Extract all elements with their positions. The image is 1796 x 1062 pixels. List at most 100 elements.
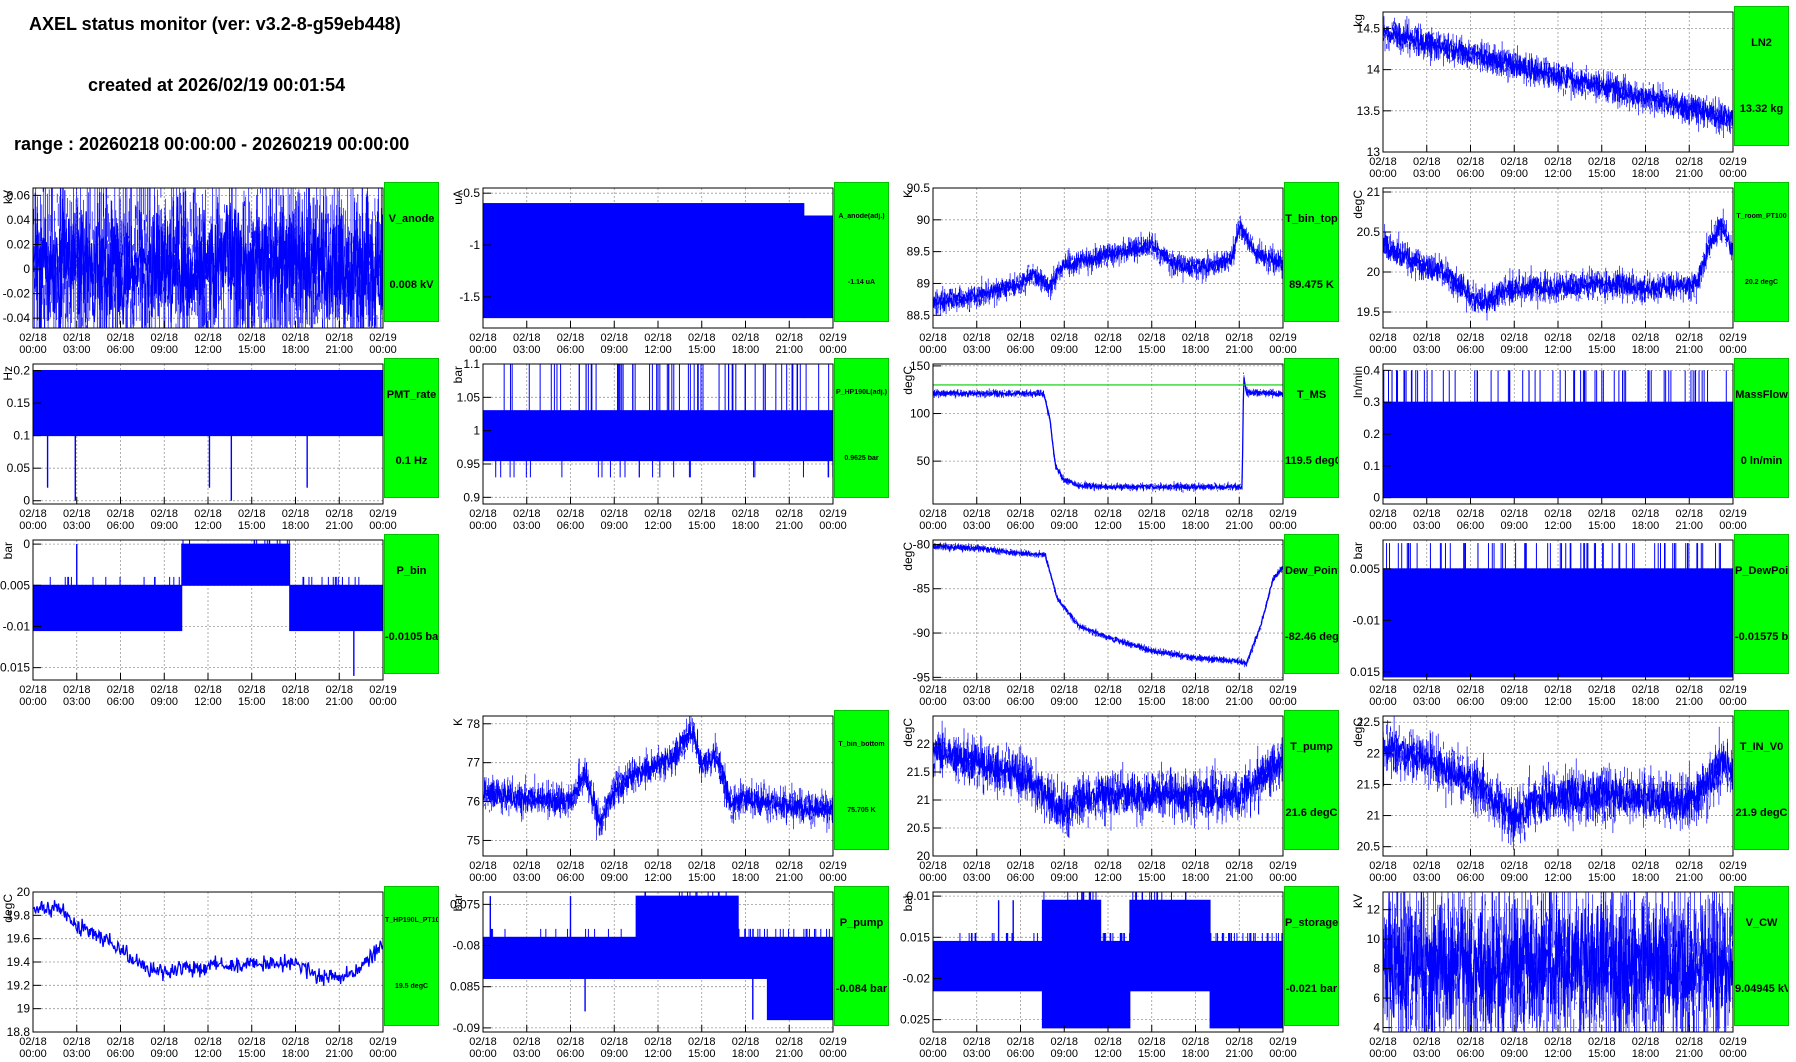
x-tick-date: 02/18: [1413, 684, 1441, 696]
y-tick-label: -1: [469, 238, 480, 252]
x-tick-time: 00:00: [1719, 1048, 1747, 1060]
y-axis-label: bar: [1, 542, 15, 559]
x-tick-time: 00:00: [19, 520, 47, 532]
x-tick-date: 02/18: [775, 860, 803, 872]
status-name: LN2: [1735, 37, 1788, 49]
created-timestamp: created at 2026/02/19 00:01:54: [88, 75, 345, 96]
status-name: T_pump: [1285, 741, 1338, 753]
y-tick-label: 14: [1367, 63, 1381, 77]
x-tick-time: 15:00: [1588, 696, 1616, 708]
x-tick-time: 00:00: [469, 872, 497, 884]
x-axis: 02/1800:0002/1803:0002/1806:0002/1809:00…: [469, 497, 847, 532]
y-axis-label: Hz: [1, 366, 15, 381]
x-tick-date: 02/18: [557, 332, 585, 344]
y-tick-label: -85: [913, 582, 931, 596]
x-tick-time: 21:00: [325, 1048, 353, 1060]
y-tick-label: 19.5: [1357, 305, 1381, 319]
status-value: 19.5 degC: [385, 983, 438, 990]
x-tick-date: 02/18: [1094, 860, 1122, 872]
x-tick-time: 21:00: [775, 872, 803, 884]
y-axis-label: degC: [1, 894, 15, 923]
x-tick-date: 02/18: [1413, 332, 1441, 344]
x-tick-time: 15:00: [238, 520, 266, 532]
status-name: V_CW: [1735, 917, 1788, 929]
y-tick-label: -0.02: [903, 971, 931, 985]
status-name: P_DewPoint: [1735, 565, 1788, 577]
x-tick-time: 15:00: [1138, 1048, 1166, 1060]
x-axis: 02/1800:0002/1803:0002/1806:0002/1809:00…: [1369, 849, 1747, 884]
x-tick-date: 02/18: [919, 508, 947, 520]
x-tick-time: 12:00: [194, 344, 222, 356]
x-tick-time: 21:00: [325, 344, 353, 356]
x-tick-time: 12:00: [1544, 520, 1572, 532]
x-axis: 02/1800:0002/1803:0002/1806:0002/1809:00…: [19, 673, 397, 708]
x-tick-date: 02/19: [369, 684, 397, 696]
x-axis: 02/1800:0002/1803:0002/1806:0002/1809:00…: [1369, 321, 1747, 356]
x-tick-date: 02/18: [1544, 332, 1572, 344]
x-tick-time: 15:00: [238, 696, 266, 708]
x-tick-date: 02/18: [63, 332, 91, 344]
x-tick-time: 00:00: [1719, 520, 1747, 532]
x-tick-date: 02/18: [1138, 684, 1166, 696]
x-tick-time: 09:00: [600, 520, 628, 532]
x-tick-time: 15:00: [1588, 1048, 1616, 1060]
x-tick-date: 02/18: [1588, 860, 1616, 872]
x-tick-date: 02/18: [325, 508, 353, 520]
x-tick-time: 21:00: [1225, 872, 1253, 884]
status-name: Dew_Point: [1285, 565, 1338, 577]
y-tick-label: 78: [467, 717, 481, 731]
x-tick-date: 02/18: [282, 508, 310, 520]
x-tick-date: 02/18: [1457, 1036, 1485, 1048]
y-tick-label: 8: [1373, 962, 1380, 976]
x-tick-time: 09:00: [600, 344, 628, 356]
x-tick-time: 09:00: [1500, 1048, 1528, 1060]
x-tick-date: 02/18: [1457, 860, 1485, 872]
y-tick-label: 75: [467, 833, 481, 847]
x-tick-date: 02/18: [325, 332, 353, 344]
x-tick-time: 03:00: [1413, 872, 1441, 884]
x-tick-time: 03:00: [513, 872, 541, 884]
x-tick-date: 02/18: [1457, 156, 1485, 168]
x-tick-date: 02/18: [732, 1036, 760, 1048]
y-tick-label: 20: [17, 886, 31, 899]
x-tick-time: 09:00: [1050, 872, 1078, 884]
x-tick-date: 02/18: [1500, 332, 1528, 344]
x-tick-time: 21:00: [1675, 872, 1703, 884]
x-tick-time: 00:00: [1369, 696, 1397, 708]
x-axis: 02/1800:0002/1803:0002/1806:0002/1809:00…: [469, 849, 847, 884]
x-tick-date: 02/18: [1457, 684, 1485, 696]
x-tick-time: 00:00: [369, 344, 397, 356]
x-tick-date: 02/18: [1457, 332, 1485, 344]
y-tick-label: 13.5: [1357, 104, 1381, 118]
status-box: P_bin-0.0105 bar: [384, 534, 439, 674]
x-tick-date: 02/18: [1050, 332, 1078, 344]
x-axis: 02/1800:0002/1803:0002/1806:0002/1809:00…: [919, 321, 1297, 356]
x-tick-time: 06:00: [107, 344, 135, 356]
x-tick-time: 00:00: [469, 520, 497, 532]
x-tick-date: 02/18: [1675, 156, 1703, 168]
y-tick-label: -0.01: [1353, 613, 1381, 627]
y-axis-label: kV: [1351, 894, 1365, 908]
x-tick-time: 21:00: [1225, 1048, 1253, 1060]
x-tick-date: 02/18: [150, 684, 178, 696]
y-tick-label: 19.4: [7, 955, 31, 969]
x-tick-date: 02/18: [1588, 508, 1616, 520]
x-tick-date: 02/18: [1225, 684, 1253, 696]
x-tick-time: 12:00: [1544, 344, 1572, 356]
x-tick-date: 02/18: [775, 1036, 803, 1048]
x-tick-time: 00:00: [1369, 872, 1397, 884]
x-tick-date: 02/18: [1588, 332, 1616, 344]
y-axis-label: bar: [451, 366, 465, 383]
x-tick-date: 02/18: [963, 1036, 991, 1048]
x-tick-time: 15:00: [1588, 520, 1616, 532]
x-tick-date: 02/18: [919, 1036, 947, 1048]
y-axis-label: degC: [901, 366, 915, 395]
x-tick-time: 15:00: [1138, 344, 1166, 356]
x-axis: 02/1800:0002/1803:0002/1806:0002/1809:00…: [919, 849, 1297, 884]
x-tick-time: 03:00: [1413, 1048, 1441, 1060]
x-tick-time: 00:00: [1269, 872, 1297, 884]
x-tick-date: 02/19: [1269, 332, 1297, 344]
